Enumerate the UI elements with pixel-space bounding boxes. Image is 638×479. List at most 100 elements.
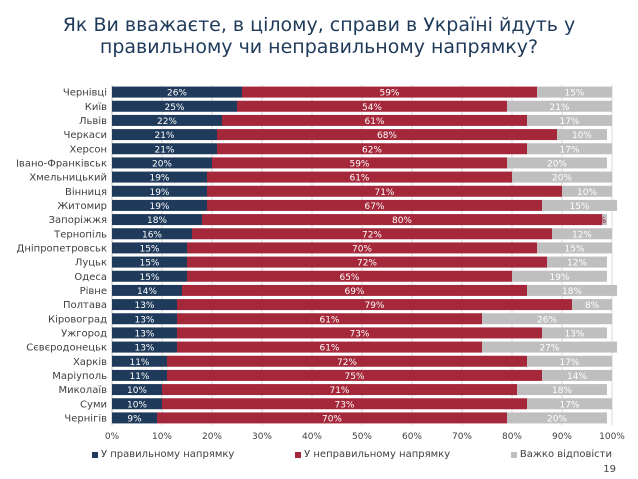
data-label: 19%: [149, 188, 169, 198]
data-label: 80%: [392, 216, 412, 226]
data-label: 15%: [564, 244, 584, 254]
data-label: 75%: [344, 372, 364, 382]
data-label: 10%: [572, 131, 592, 141]
data-label: 10%: [577, 188, 597, 198]
legend-swatch-hard: [510, 451, 517, 458]
data-label: 17%: [559, 400, 579, 410]
bar-segment: [507, 412, 607, 424]
data-label: 15%: [139, 273, 159, 283]
bar-segment: [167, 369, 542, 381]
legend-label-negative: У неправильному напрямку: [304, 449, 451, 460]
legend-item-negative: У неправильному напрямку: [295, 449, 450, 460]
category-label: Тернопіль: [53, 228, 107, 240]
category-label: Миколаїв: [59, 385, 108, 396]
category-label: Полтава: [63, 300, 107, 311]
bar-segment: [537, 242, 612, 254]
category-label: Івано-Франківськ: [16, 157, 107, 169]
data-label: 13%: [134, 329, 154, 339]
legend-item-hard: Важко відповісти: [510, 449, 612, 460]
data-label: 71%: [374, 188, 394, 198]
bar-segment: [527, 114, 612, 126]
bar-segment: [542, 199, 617, 211]
bar-segment: [112, 129, 217, 141]
bar-segment: [112, 114, 222, 126]
bar-segment: [217, 143, 527, 155]
bar-segment: [112, 327, 177, 339]
data-label: 15%: [139, 259, 159, 269]
bar-segment: [222, 114, 527, 126]
chart-title-line-2: правильному чи неправильному напрямку?: [99, 36, 539, 58]
bar-segment: [572, 299, 612, 311]
category-label: Чернігів: [64, 412, 107, 424]
data-label: 16%: [142, 230, 162, 240]
data-label: 72%: [362, 230, 382, 240]
x-tick-label: 10%: [152, 432, 172, 442]
data-label: 59%: [349, 159, 369, 169]
bar-segment: [527, 143, 612, 155]
bar-segment: [552, 228, 612, 240]
data-label: 69%: [344, 287, 364, 297]
bar-segment: [542, 369, 612, 381]
data-label: 79%: [364, 301, 384, 311]
page-number: 19: [603, 464, 616, 475]
bar-segment: [177, 299, 572, 311]
data-label: 14%: [137, 287, 157, 297]
legend-swatch-positive: [92, 451, 98, 458]
legend-swatch-negative: [295, 451, 302, 458]
category-label: Сєвєродонецьк: [26, 343, 107, 354]
chart-title-line-1: Як Ви вважаєте, в цілому, справи в Украї…: [62, 14, 576, 36]
bar-segment: [112, 384, 162, 396]
bar-segment: [112, 299, 177, 311]
data-label: 11%: [129, 372, 149, 382]
bar-segment: [547, 256, 607, 268]
data-label: 11%: [129, 358, 149, 368]
category-label: Дніпропетровськ: [17, 242, 107, 254]
data-label: 20%: [547, 414, 567, 424]
data-label: 54%: [362, 103, 382, 113]
bar-segment: [192, 228, 552, 240]
x-tick-label: 30%: [252, 432, 272, 442]
chart-legend: У правильному напрямку У неправильному н…: [92, 449, 612, 460]
data-label: 21%: [154, 145, 174, 155]
bar-segment: [527, 355, 612, 367]
category-label: Вінниця: [65, 186, 107, 198]
legend-item-positive: У правильному напрямку: [92, 449, 234, 460]
data-label: 8%: [585, 301, 600, 311]
bar-segment: [112, 157, 212, 169]
category-label: Луцьк: [75, 258, 107, 269]
category-label: Ужгород: [61, 328, 107, 339]
category-label: Київ: [85, 102, 107, 113]
bar-segment: [507, 100, 612, 112]
bar-segment: [112, 355, 167, 367]
data-label: 20%: [547, 159, 567, 169]
bar-segment: [202, 214, 602, 226]
data-label: 19%: [149, 202, 169, 212]
data-label: 59%: [379, 89, 399, 99]
bar-segment: [112, 412, 157, 424]
chart-title: Як Ви вважаєте, в цілому, справи в Украї…: [0, 14, 638, 58]
bar-segment: [157, 412, 507, 424]
category-label: Кіровоград: [48, 313, 107, 325]
bar-segment: [187, 270, 512, 282]
x-tick-label: 50%: [352, 432, 372, 442]
data-label: 14%: [567, 372, 587, 382]
data-label: 18%: [562, 287, 582, 297]
bar-segment: [177, 313, 482, 325]
data-label: 61%: [364, 117, 384, 127]
x-tick-label: 0%: [105, 432, 120, 442]
category-label: Житомир: [57, 201, 107, 212]
category-label: Черкаси: [63, 130, 107, 141]
bar-segment: [112, 214, 202, 226]
bar-segment: [562, 185, 612, 197]
data-label: 26%: [537, 315, 557, 325]
bar-segment: [112, 313, 177, 325]
data-label: 61%: [349, 174, 369, 184]
bar-segment: [512, 171, 612, 183]
category-label: Суми: [80, 399, 107, 410]
x-tick-label: 40%: [302, 432, 322, 442]
bar-segment: [482, 313, 612, 325]
data-label: 13%: [134, 301, 154, 311]
data-label: 27%: [539, 344, 559, 354]
data-label: 15%: [569, 202, 589, 212]
data-label: 17%: [559, 145, 579, 155]
